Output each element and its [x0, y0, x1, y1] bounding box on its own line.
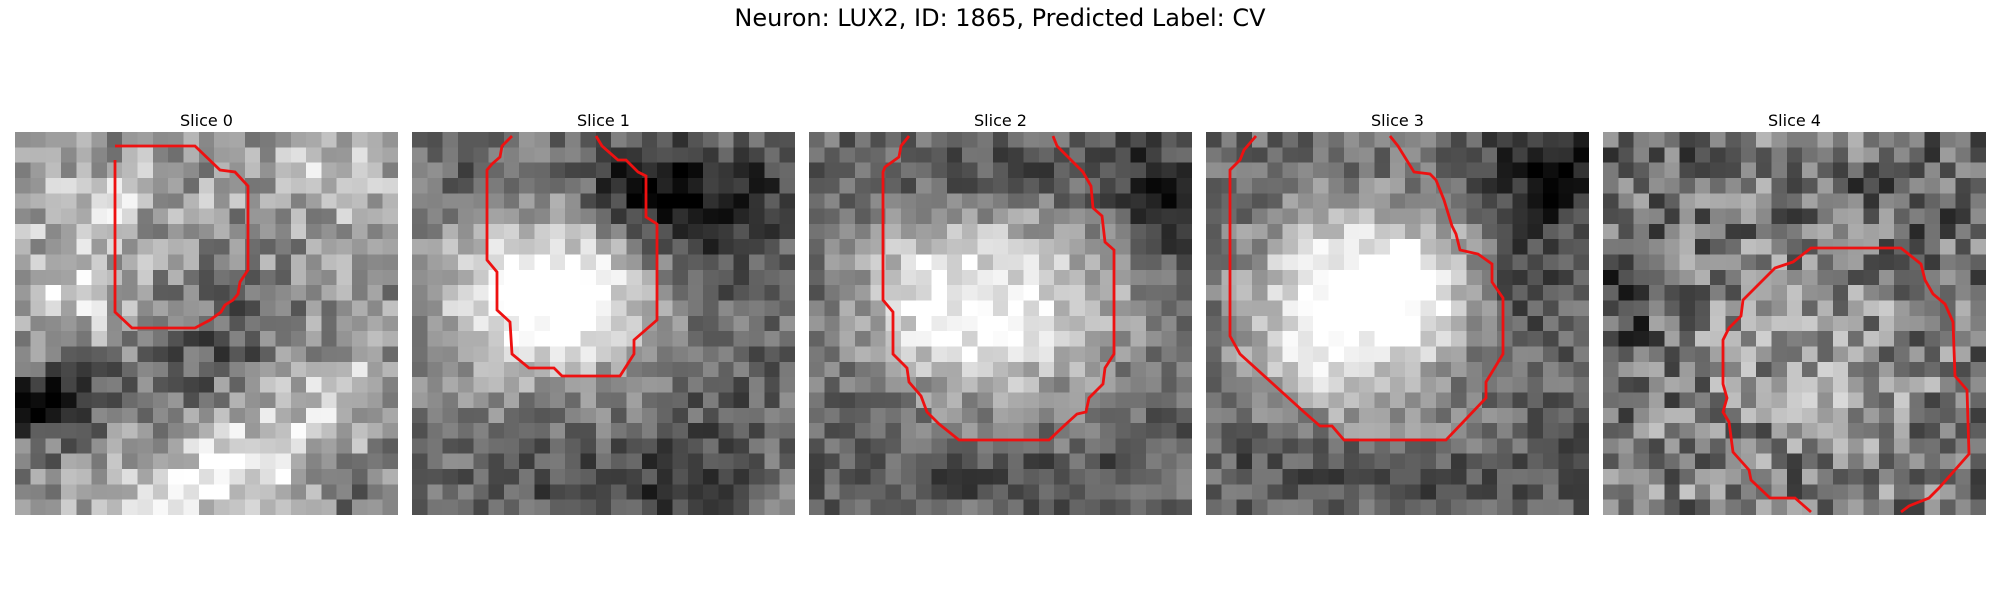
slice-image-1: [412, 132, 795, 515]
slice-image-3: [1206, 132, 1589, 515]
slice-panel-4: Slice 4: [1603, 110, 1986, 515]
slice-title-0: Slice 0: [180, 111, 233, 130]
slice-image-2: [809, 132, 1192, 515]
segmentation-contour-3: [1228, 135, 1505, 442]
slice-image-0: [15, 132, 398, 515]
slice-panel-2: Slice 2: [809, 110, 1192, 515]
segmentation-contour-1: [485, 135, 659, 378]
slice-image-canvas-0: [15, 132, 398, 515]
segmentation-contour-2: [881, 135, 1116, 442]
slice-image-canvas-3: [1206, 132, 1589, 515]
slice-image-canvas-2: [809, 132, 1192, 515]
slice-panel-1: Slice 1: [412, 110, 795, 515]
slice-panel-3: Slice 3: [1206, 110, 1589, 515]
slice-title-2: Slice 2: [974, 111, 1027, 130]
slice-image-canvas-4: [1603, 132, 1986, 515]
slice-image-canvas-1: [412, 132, 795, 515]
slice-title-1: Slice 1: [577, 111, 630, 130]
figure-suptitle: Neuron: LUX2, ID: 1865, Predicted Label:…: [734, 4, 1266, 32]
slice-image-4: [1603, 132, 1986, 515]
slice-title-4: Slice 4: [1768, 111, 1821, 130]
slice-panel-0: Slice 0: [15, 110, 398, 515]
slice-title-3: Slice 3: [1371, 111, 1424, 130]
segmentation-contour-4: [1721, 246, 1971, 514]
segmentation-contour-0: [113, 144, 250, 330]
